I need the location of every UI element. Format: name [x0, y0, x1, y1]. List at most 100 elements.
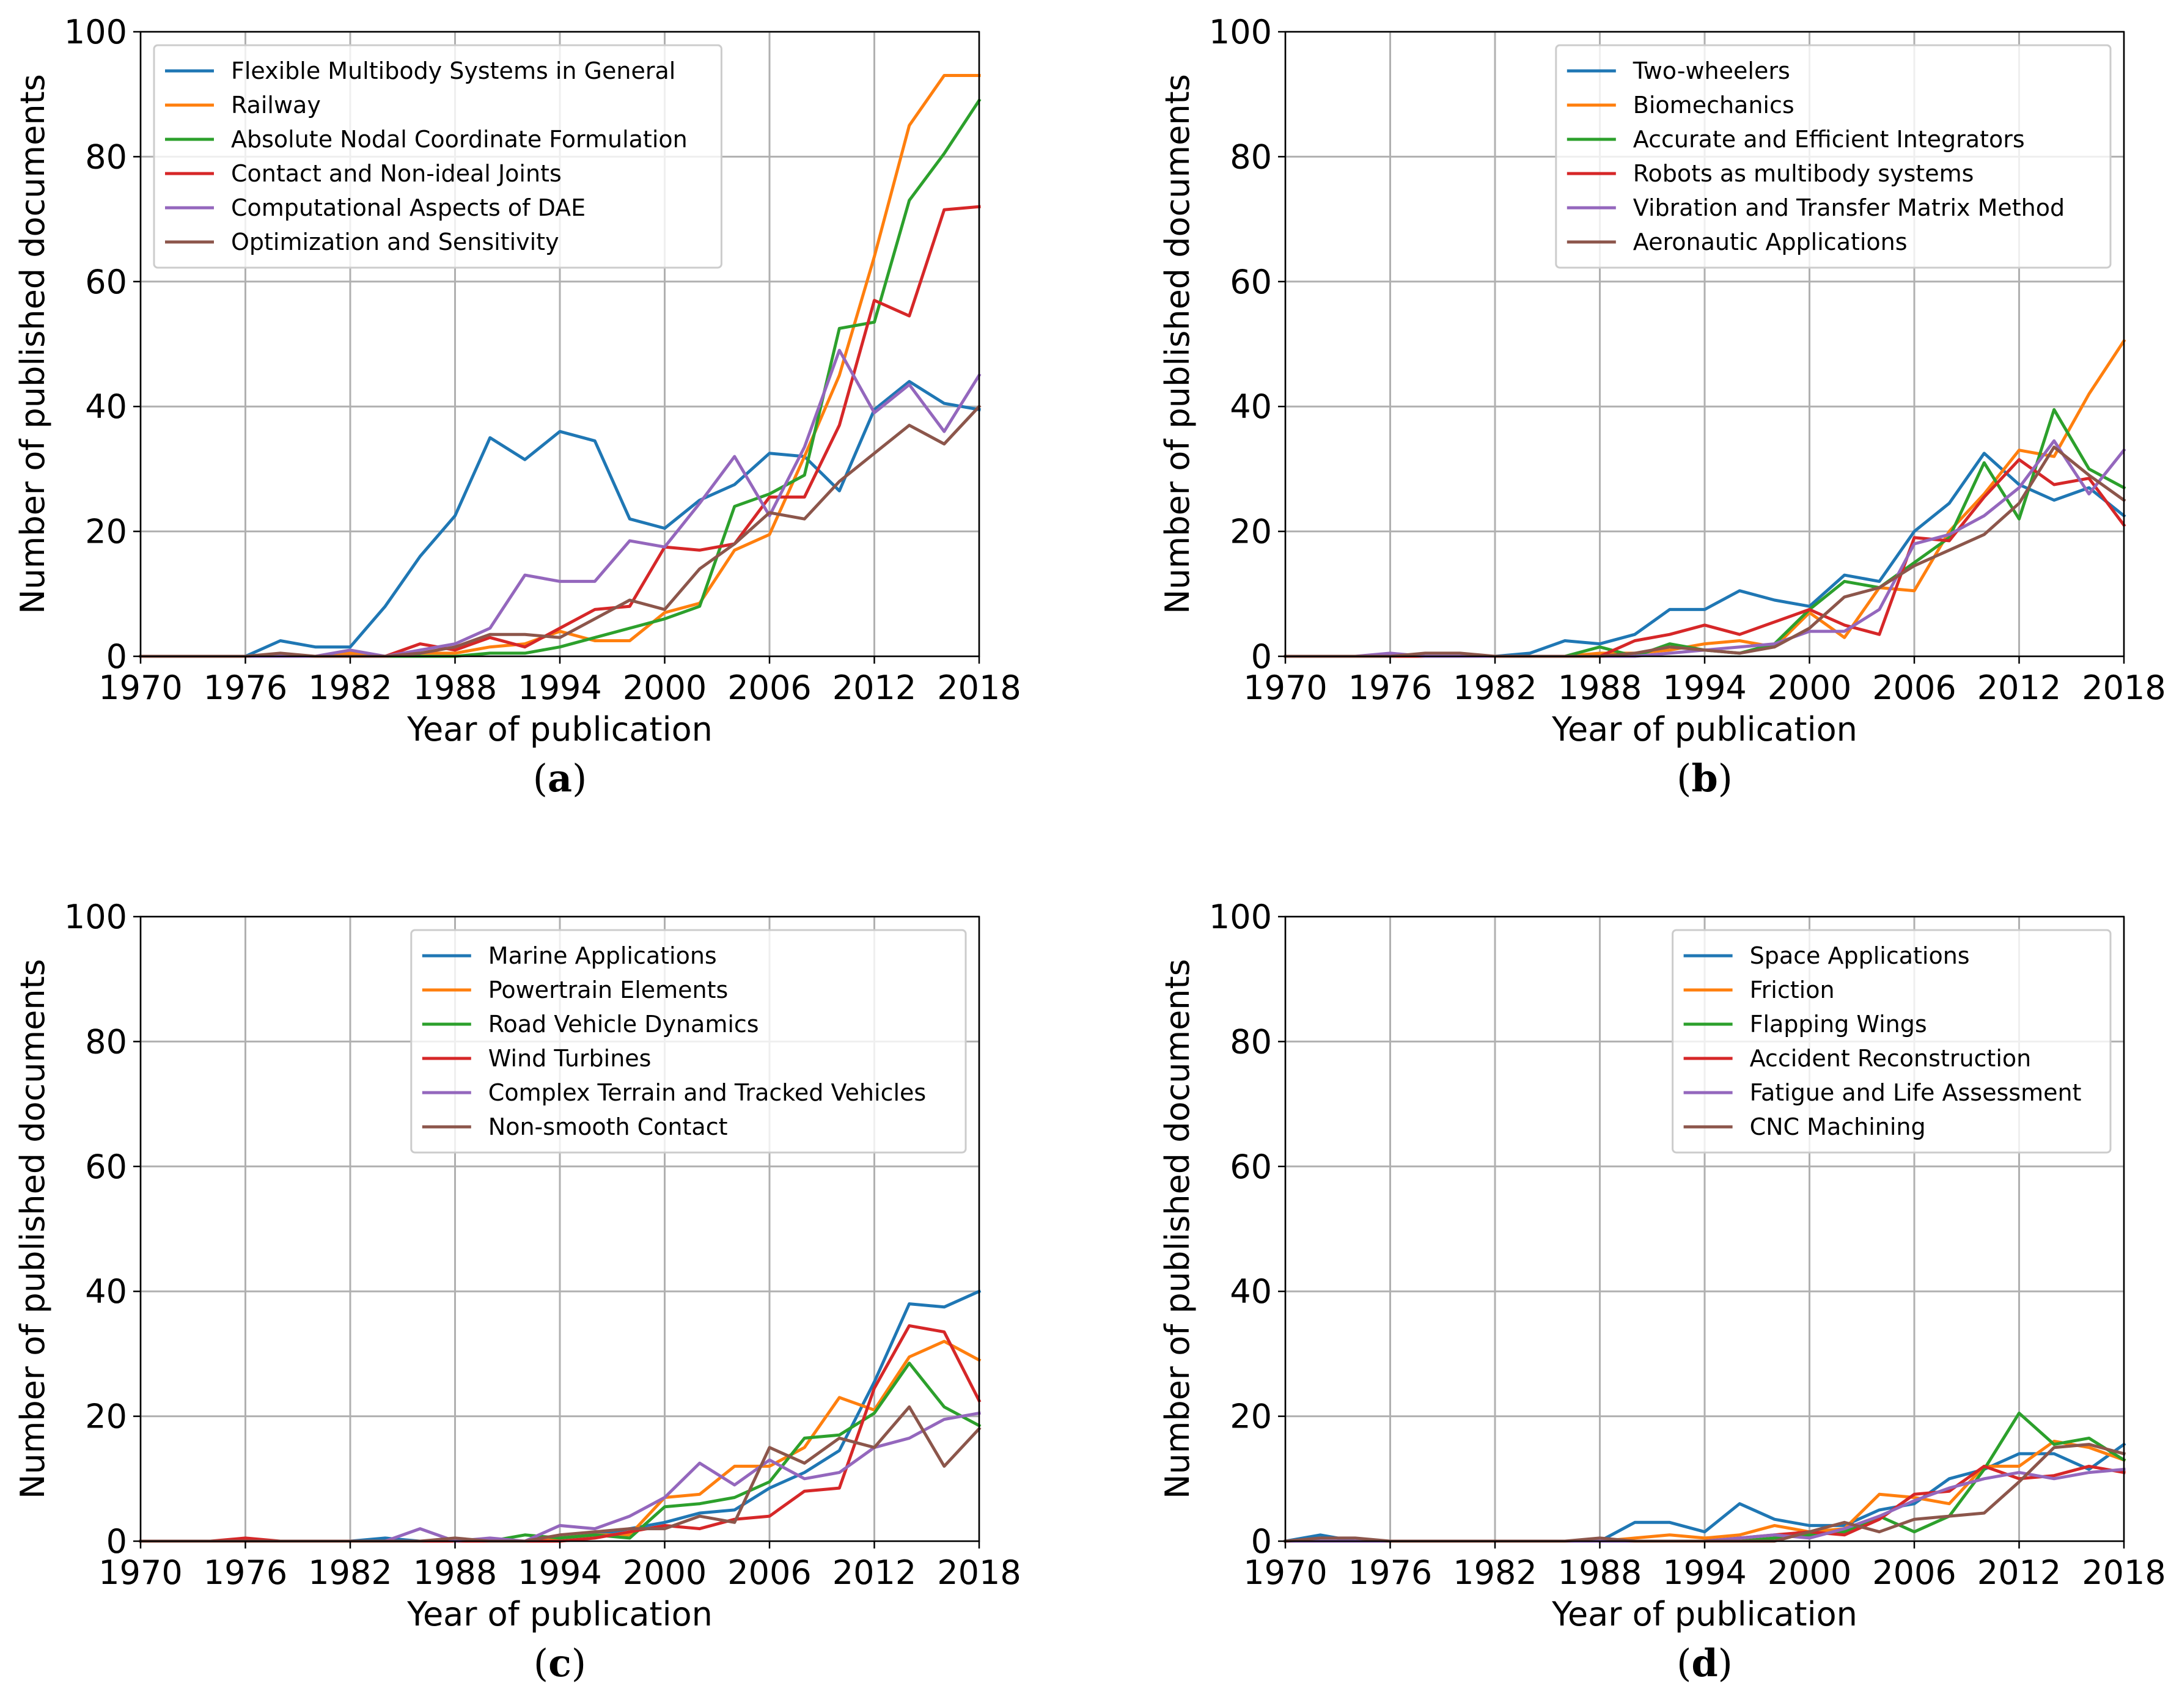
- y-tick-label: 100: [64, 13, 127, 51]
- legend-entry-label: Non-smooth Contact: [488, 1113, 728, 1140]
- x-axis-title: Year of publication: [1551, 1595, 1857, 1633]
- legend: Two-wheelers Biomechanics Accurate and Eff…: [1555, 44, 2112, 269]
- y-tick-label: 80: [1230, 137, 1272, 176]
- x-axis-title: Year of publication: [406, 1595, 713, 1633]
- legend-entry-label: Flapping Wings: [1750, 1011, 1927, 1038]
- ticks: 1970 1976 1982 1988 1994 2000 2006 2012 2018 0 20 4…: [1209, 898, 2166, 1592]
- y-tick-label: 80: [85, 137, 127, 176]
- y-tick-label: 100: [1209, 898, 1272, 936]
- series-line-5: [139, 404, 982, 658]
- x-tick-label: 2006: [727, 1553, 811, 1592]
- x-tick-label: 1976: [204, 669, 287, 707]
- y-tick-label: 40: [85, 1272, 127, 1311]
- x-tick-label: 1994: [1662, 669, 1746, 707]
- x-tick-label: 1982: [308, 669, 392, 707]
- legend-entry-label: Computational Aspects of DAE: [231, 194, 586, 221]
- legend-entry-label: Contact and Non-ideal Joints: [231, 160, 562, 187]
- panel-caption: (b): [1677, 756, 1733, 801]
- y-tick-label: 20: [1230, 513, 1272, 551]
- x-tick-label: 2012: [832, 1553, 916, 1592]
- y-tick-label: 0: [1251, 637, 1272, 676]
- x-tick-label: 1970: [1243, 669, 1327, 707]
- x-tick-label: 1982: [308, 1553, 392, 1592]
- y-tick-label: 40: [1230, 1272, 1272, 1311]
- y-tick-label: 60: [85, 263, 127, 301]
- panel-b: 1970 1976 1982 1988 1994 2000 2006 2012 2018 0 20 4…: [1158, 13, 2166, 801]
- y-axis-title: Number of published documents: [1158, 959, 1197, 1499]
- y-tick-label: 20: [1230, 1398, 1272, 1436]
- legend-entry-label: Flexible Multibody Systems in General: [231, 57, 675, 84]
- y-tick-label: 60: [1230, 263, 1272, 301]
- legend-entry-label: Vibration and Transfer Matrix Method: [1633, 194, 2065, 221]
- y-tick-label: 80: [1230, 1022, 1272, 1061]
- x-tick-label: 1994: [518, 669, 601, 707]
- x-tick-label: 1982: [1453, 1553, 1537, 1592]
- legend-entry-label: Fatigue and Life Assessment: [1750, 1079, 2082, 1106]
- legend-entry-label: Robots as multibody systems: [1633, 160, 1974, 187]
- legend-entry-label: Accurate and Efficient Integrators: [1633, 126, 2025, 153]
- panel-d: 1970 1976 1982 1988 1994 2000 2006 2012 2018 0 20 4…: [1158, 898, 2166, 1685]
- legend-entry-label: Complex Terrain and Tracked Vehicles: [488, 1079, 926, 1106]
- legend: Marine Applications Powertrain Elements Ro…: [410, 929, 967, 1154]
- x-tick-label: 2000: [1768, 669, 1851, 707]
- x-tick-label: 2018: [937, 1553, 1021, 1592]
- y-tick-label: 20: [85, 1398, 127, 1436]
- x-tick-label: 2006: [727, 669, 811, 707]
- legend-entry-label: Absolute Nodal Coordinate Formulation: [231, 126, 688, 153]
- legend-entry-label: Railway: [231, 92, 321, 119]
- panel-caption: (d): [1677, 1641, 1733, 1685]
- ticks: 1970 1976 1982 1988 1994 2000 2006 2012 2018 0 20 4…: [64, 898, 1021, 1592]
- y-tick-label: 100: [64, 898, 127, 936]
- x-tick-label: 2000: [623, 669, 707, 707]
- legend-entry-label: Road Vehicle Dynamics: [488, 1011, 759, 1038]
- x-tick-label: 1970: [1243, 1553, 1327, 1592]
- legend-frame: [1672, 929, 2112, 1154]
- y-tick-label: 0: [1251, 1522, 1272, 1561]
- x-tick-label: 2018: [2082, 669, 2165, 707]
- x-tick-label: 2012: [832, 669, 916, 707]
- x-tick-label: 2018: [937, 669, 1021, 707]
- x-tick-label: 1976: [204, 1553, 287, 1592]
- x-tick-label: 2000: [623, 1553, 707, 1592]
- series-line-0: [139, 379, 981, 658]
- x-tick-label: 1982: [1453, 669, 1537, 707]
- legend-frame: [410, 929, 967, 1154]
- x-tick-label: 2012: [1977, 1553, 2061, 1592]
- legend-entry-label: Marine Applications: [488, 942, 717, 969]
- x-tick-label: 2006: [1872, 669, 1956, 707]
- ticks: 1970 1976 1982 1988 1994 2000 2006 2012 2018 0 20 4…: [64, 13, 1021, 707]
- x-tick-label: 1976: [1348, 1553, 1432, 1592]
- y-tick-label: 100: [1209, 13, 1272, 51]
- legend-entry-label: Friction: [1750, 977, 1835, 1003]
- y-tick-label: 80: [85, 1022, 127, 1061]
- x-tick-label: 1988: [413, 669, 497, 707]
- panel-c: 1970 1976 1982 1988 1994 2000 2006 2012 2018 0 20 4…: [13, 898, 1021, 1685]
- legend-entry-label: Wind Turbines: [488, 1045, 652, 1072]
- legend-entry-label: Biomechanics: [1633, 92, 1794, 119]
- x-tick-label: 1970: [98, 669, 182, 707]
- panel-a: 1970 1976 1982 1988 1994 2000 2006 2012 2018 0 20 4…: [13, 13, 1021, 801]
- y-tick-label: 40: [85, 387, 127, 426]
- panel-caption: (c): [534, 1641, 586, 1685]
- legend-frame: [153, 44, 722, 269]
- x-tick-label: 2000: [1768, 1553, 1851, 1592]
- x-tick-label: 1994: [1662, 1553, 1746, 1592]
- x-tick-label: 2012: [1977, 669, 2061, 707]
- x-tick-label: 1988: [1558, 1553, 1642, 1592]
- legend: Space Applications Friction Flapping Wings…: [1672, 929, 2112, 1154]
- legend-entry-label: Two-wheelers: [1633, 57, 1790, 84]
- panel-caption: (a): [533, 756, 587, 801]
- x-tick-label: 1994: [518, 1553, 601, 1592]
- ticks: 1970 1976 1982 1988 1994 2000 2006 2012 2018 0 20 4…: [1209, 13, 2166, 707]
- x-tick-label: 1988: [1558, 669, 1642, 707]
- legend-entry-label: CNC Machining: [1750, 1113, 1926, 1140]
- x-tick-label: 2006: [1872, 1553, 1956, 1592]
- legend-entry-label: Space Applications: [1750, 942, 1970, 969]
- x-axis-title: Year of publication: [1551, 710, 1857, 749]
- y-axis-title: Number of published documents: [1158, 74, 1197, 614]
- legend: Flexible Multibody Systems in General Rai…: [153, 44, 722, 269]
- y-tick-label: 0: [106, 637, 127, 676]
- legend-entry-label: Aeronautic Applications: [1633, 229, 1908, 255]
- legend-frame: [1555, 44, 2112, 269]
